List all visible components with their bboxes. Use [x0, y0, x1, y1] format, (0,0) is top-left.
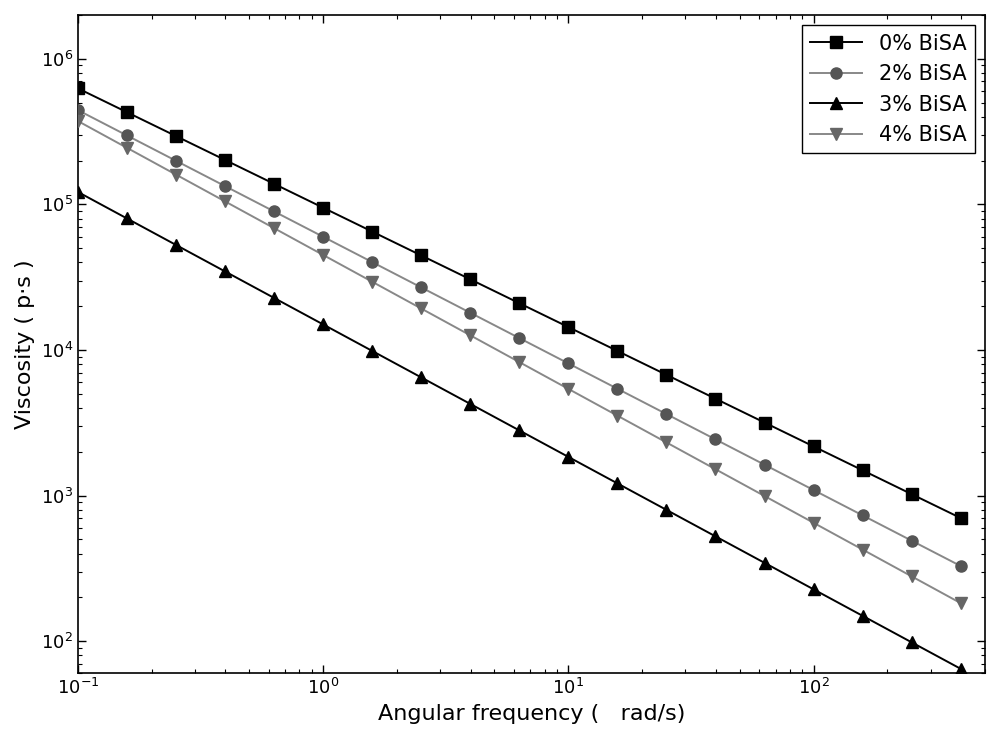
- 2% BiSA: [906, 537, 918, 545]
- Line: 0% BiSA: 0% BiSA: [72, 83, 966, 524]
- 4% BiSA: [121, 143, 133, 152]
- 3% BiSA: [611, 479, 623, 488]
- 2% BiSA: [955, 562, 967, 571]
- 0% BiSA: [121, 108, 133, 117]
- 4% BiSA: [660, 438, 672, 447]
- 3% BiSA: [955, 664, 967, 673]
- 0% BiSA: [611, 347, 623, 355]
- 4% BiSA: [709, 465, 721, 474]
- 0% BiSA: [415, 251, 427, 260]
- 0% BiSA: [955, 514, 967, 522]
- 2% BiSA: [808, 486, 820, 494]
- 3% BiSA: [268, 293, 280, 302]
- 4% BiSA: [366, 277, 378, 286]
- 0% BiSA: [759, 418, 771, 427]
- 4% BiSA: [415, 304, 427, 313]
- 2% BiSA: [366, 258, 378, 267]
- 4% BiSA: [219, 197, 231, 205]
- 2% BiSA: [170, 156, 182, 165]
- Line: 3% BiSA: 3% BiSA: [72, 186, 966, 675]
- 2% BiSA: [562, 359, 574, 368]
- 2% BiSA: [464, 308, 476, 317]
- X-axis label: Angular frequency (   rad/s): Angular frequency ( rad/s): [378, 704, 685, 724]
- 3% BiSA: [709, 532, 721, 541]
- 4% BiSA: [464, 331, 476, 340]
- 4% BiSA: [562, 384, 574, 393]
- Legend: 0% BiSA, 2% BiSA, 3% BiSA, 4% BiSA: 0% BiSA, 2% BiSA, 3% BiSA, 4% BiSA: [802, 25, 975, 153]
- 4% BiSA: [72, 117, 84, 126]
- 4% BiSA: [268, 224, 280, 233]
- 3% BiSA: [464, 399, 476, 408]
- 0% BiSA: [660, 370, 672, 379]
- 2% BiSA: [857, 511, 869, 520]
- 0% BiSA: [170, 132, 182, 140]
- 4% BiSA: [170, 170, 182, 179]
- 4% BiSA: [955, 599, 967, 607]
- 3% BiSA: [857, 611, 869, 620]
- 0% BiSA: [317, 203, 329, 212]
- 2% BiSA: [513, 333, 525, 342]
- 2% BiSA: [219, 182, 231, 191]
- 3% BiSA: [72, 188, 84, 197]
- 0% BiSA: [464, 275, 476, 284]
- 4% BiSA: [857, 545, 869, 554]
- 2% BiSA: [268, 207, 280, 216]
- 3% BiSA: [219, 267, 231, 276]
- 4% BiSA: [808, 518, 820, 527]
- 0% BiSA: [366, 227, 378, 236]
- 3% BiSA: [513, 426, 525, 435]
- 3% BiSA: [366, 347, 378, 355]
- 0% BiSA: [219, 155, 231, 164]
- 0% BiSA: [906, 490, 918, 499]
- 3% BiSA: [317, 320, 329, 329]
- 3% BiSA: [906, 638, 918, 647]
- Line: 2% BiSA: 2% BiSA: [72, 104, 966, 571]
- 0% BiSA: [562, 323, 574, 332]
- Line: 4% BiSA: 4% BiSA: [72, 115, 966, 609]
- 0% BiSA: [709, 394, 721, 403]
- 3% BiSA: [170, 240, 182, 249]
- 2% BiSA: [611, 384, 623, 393]
- 3% BiSA: [121, 214, 133, 223]
- 3% BiSA: [660, 505, 672, 514]
- Y-axis label: Viscosity ( p·s ): Viscosity ( p·s ): [15, 259, 35, 429]
- 2% BiSA: [759, 460, 771, 469]
- 3% BiSA: [562, 452, 574, 461]
- 3% BiSA: [415, 373, 427, 382]
- 0% BiSA: [808, 442, 820, 451]
- 2% BiSA: [709, 435, 721, 444]
- 0% BiSA: [513, 299, 525, 307]
- 0% BiSA: [857, 466, 869, 474]
- 4% BiSA: [317, 251, 329, 259]
- 2% BiSA: [660, 409, 672, 418]
- 0% BiSA: [268, 180, 280, 188]
- 3% BiSA: [759, 559, 771, 568]
- 3% BiSA: [808, 585, 820, 593]
- 4% BiSA: [513, 358, 525, 367]
- 2% BiSA: [317, 232, 329, 241]
- 4% BiSA: [906, 572, 918, 581]
- 0% BiSA: [72, 84, 84, 92]
- 2% BiSA: [415, 283, 427, 292]
- 2% BiSA: [121, 131, 133, 140]
- 2% BiSA: [72, 106, 84, 115]
- 4% BiSA: [611, 411, 623, 420]
- 4% BiSA: [759, 491, 771, 500]
